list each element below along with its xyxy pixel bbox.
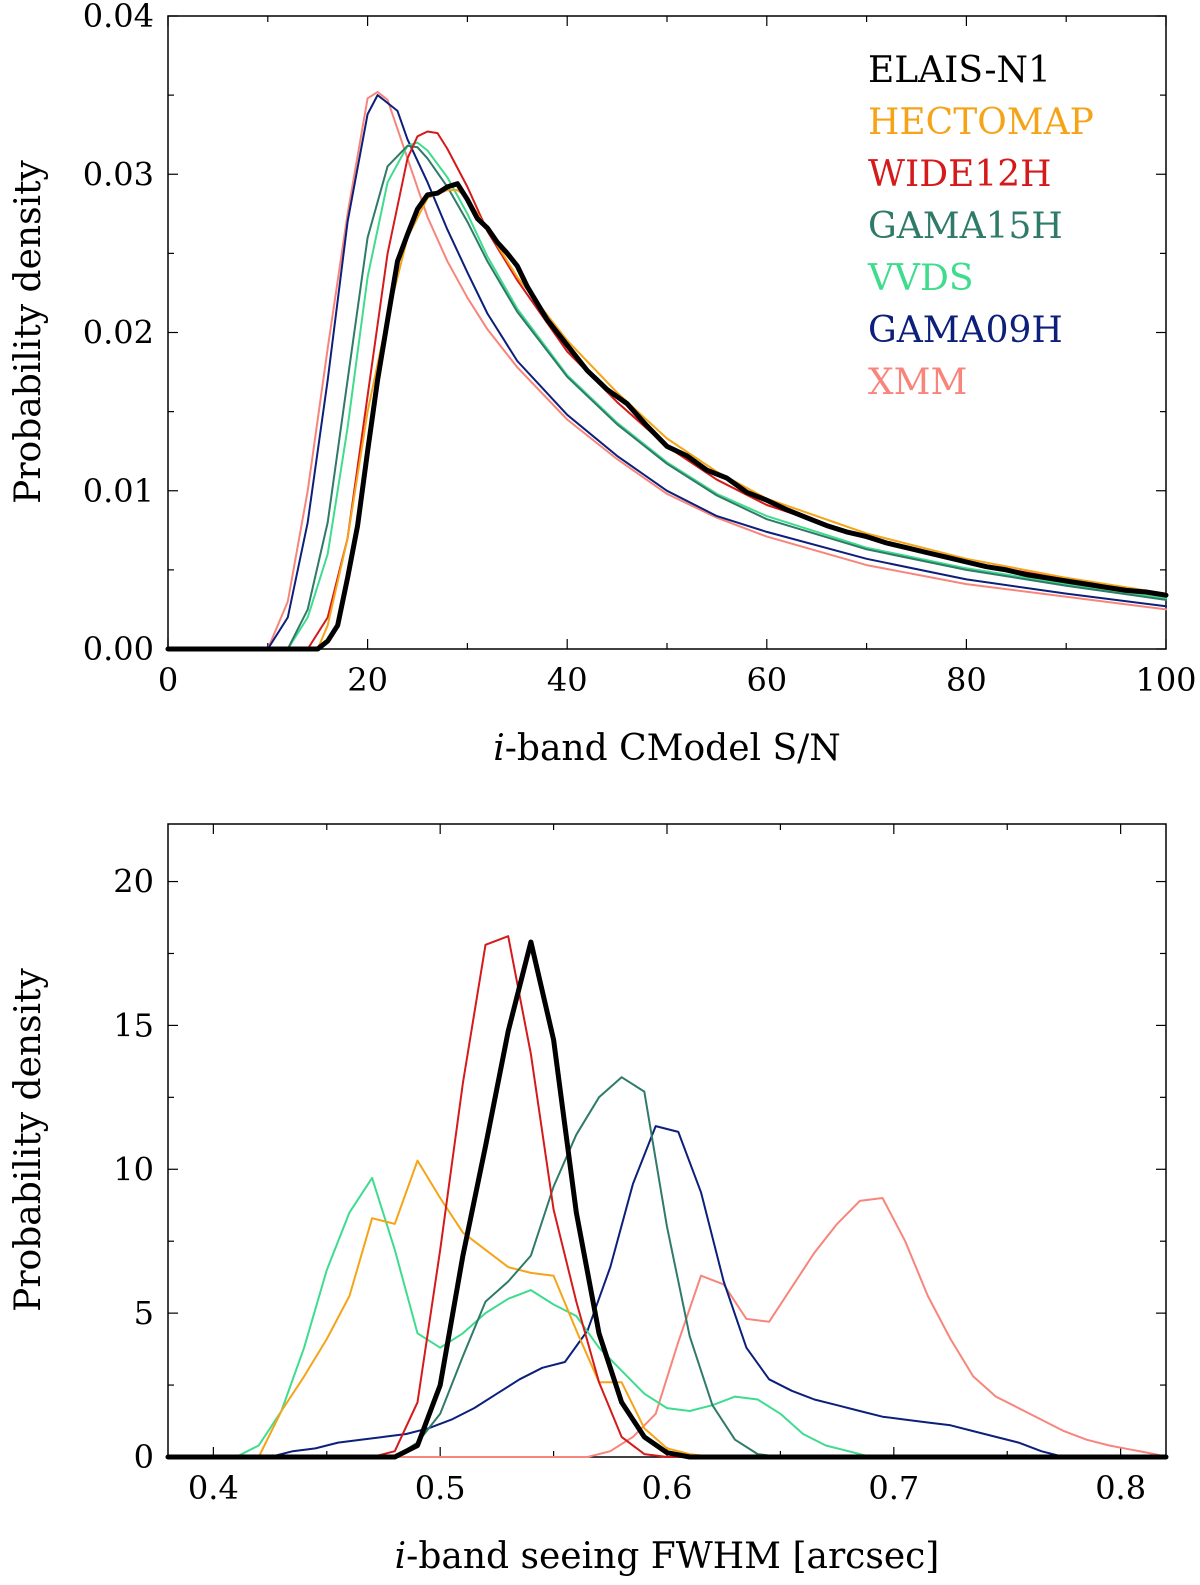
legend-entry-wide12h: WIDE12H xyxy=(868,154,1052,195)
y-tick-label: 0.04 xyxy=(83,0,154,35)
chart-top-x-tick-labels: 0 20 40 60 80 100 xyxy=(158,661,1197,699)
series-line-vvds xyxy=(167,1176,1167,1458)
chart-top-y-axis-label: Probability density xyxy=(8,159,49,503)
x-tick-label: 0.7 xyxy=(868,1469,919,1507)
chart-top-x-axis-label-italic: i xyxy=(493,728,505,769)
x-tick-label: 20 xyxy=(347,661,388,699)
y-tick-label: 20 xyxy=(113,863,154,901)
x-tick-label: 80 xyxy=(946,661,987,699)
x-tick-label: 0.5 xyxy=(415,1469,466,1507)
legend-entry-vvds: VVDS xyxy=(867,258,974,299)
legend-entry-gama15h: GAMA15H xyxy=(868,206,1063,247)
chart-bottom-frame xyxy=(167,823,1167,1458)
series-line-xmm xyxy=(167,91,1167,650)
chart-bottom-y-axis-label: Probability density xyxy=(8,967,49,1311)
y-tick-label: 0 xyxy=(134,1438,154,1476)
chart-top-x-axis-label: i-band CModel S/N xyxy=(493,728,841,769)
series-line-xmm xyxy=(167,1197,1167,1458)
y-tick-label: 15 xyxy=(113,1006,154,1044)
chart-top-legend: ELAIS-N1 HECTOMAP WIDE12H GAMA15H VVDS GAMA09… xyxy=(867,50,1094,403)
series-line-gama09h xyxy=(167,94,1167,650)
chart-top-y-tick-labels: 0.00 0.01 0.02 0.03 0.04 xyxy=(83,0,154,668)
chart-top-ticks xyxy=(167,15,1167,650)
x-tick-label: 100 xyxy=(1135,661,1196,699)
chart-bottom-x-axis-label-italic: i xyxy=(395,1536,407,1577)
legend-entry-elais-n1: ELAIS-N1 xyxy=(868,50,1051,91)
y-tick-label: 10 xyxy=(113,1150,154,1188)
x-tick-label: 0.4 xyxy=(188,1469,239,1507)
chart-bottom-x-axis-label-rest: -band seeing FWHM [arcsec] xyxy=(406,1536,939,1577)
series-line-hectomap xyxy=(167,1159,1167,1458)
series-line-elais-n1 xyxy=(165,181,1169,652)
legend-entry-gama09h: GAMA09H xyxy=(868,310,1063,351)
chart-bottom: 0.4 0.5 0.6 0.7 0.8 0 5 10 15 20 i-band seeing F… xyxy=(8,823,1169,1577)
x-tick-label: 0 xyxy=(158,661,178,699)
chart-top-series xyxy=(165,91,1169,652)
y-tick-label: 0.01 xyxy=(83,472,154,510)
series-line-elais-n1 xyxy=(165,939,1169,1460)
chart-bottom-x-tick-labels: 0.4 0.5 0.6 0.7 0.8 xyxy=(188,1469,1146,1507)
series-line-gama15h xyxy=(167,1076,1167,1458)
y-tick-label: 5 xyxy=(134,1294,154,1332)
series-line-gama09h xyxy=(167,1125,1167,1458)
x-tick-label: 60 xyxy=(746,661,787,699)
chart-bottom-ticks xyxy=(168,824,1166,1458)
legend-entry-xmm: XMM xyxy=(868,362,967,403)
x-tick-label: 0.8 xyxy=(1095,1469,1146,1507)
chart-bottom-y-tick-labels: 0 5 10 15 20 xyxy=(113,863,154,1476)
chart-top-x-axis-label-rest: -band CModel S/N xyxy=(505,728,841,769)
x-tick-label: 0.6 xyxy=(642,1469,693,1507)
y-tick-label: 0.00 xyxy=(83,630,154,668)
chart-top: 0 20 40 60 80 100 0.00 0.01 0.02 0.03 0.04 i-band… xyxy=(8,0,1197,769)
legend-entry-hectomap: HECTOMAP xyxy=(868,102,1094,143)
series-line-vvds xyxy=(167,141,1167,650)
series-line-gama15h xyxy=(167,144,1167,650)
chart-bottom-x-axis-label: i-band seeing FWHM [arcsec] xyxy=(395,1536,940,1577)
series-line-wide12h xyxy=(167,935,1167,1458)
chart-bottom-series xyxy=(165,935,1169,1460)
x-tick-label: 40 xyxy=(547,661,588,699)
y-tick-label: 0.02 xyxy=(83,314,154,352)
y-tick-label: 0.03 xyxy=(83,155,154,193)
